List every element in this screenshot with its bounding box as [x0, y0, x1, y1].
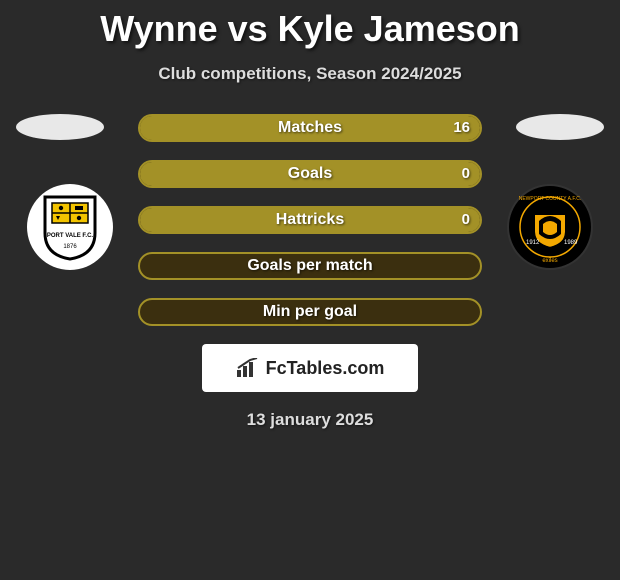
bar-value-right: 0: [462, 162, 470, 186]
stat-bars: Matches 16 Goals 0 Hattricks 0 Goals per match…: [138, 114, 482, 326]
stat-bar-goals-per-match: Goals per match: [138, 252, 482, 280]
bar-value-right: 16: [453, 116, 470, 140]
team-badge-left: PORT VALE F.C. 1876: [27, 184, 113, 270]
bar-label: Goals per match: [247, 257, 372, 274]
team-badge-right: NEWPORT COUNTY A.F.C. 1912 1989 exiles: [507, 184, 593, 270]
player-left-marker: [16, 114, 104, 140]
watermark: FcTables.com: [202, 344, 418, 392]
player-right-marker: [516, 114, 604, 140]
bar-label: Goals: [288, 165, 332, 182]
port-vale-crest-icon: PORT VALE F.C. 1876: [40, 193, 100, 261]
chart-icon: [236, 358, 260, 378]
bar-label: Matches: [278, 119, 342, 136]
svg-text:exiles: exiles: [542, 258, 557, 264]
stat-bar-matches: Matches 16: [138, 114, 482, 142]
subtitle: Club competitions, Season 2024/2025: [0, 64, 620, 84]
svg-text:1912: 1912: [526, 240, 540, 246]
stat-bar-hattricks: Hattricks 0: [138, 206, 482, 234]
bar-value-right: 0: [462, 208, 470, 232]
stat-bar-goals: Goals 0: [138, 160, 482, 188]
svg-text:PORT VALE F.C.: PORT VALE F.C.: [47, 233, 94, 239]
stat-bar-min-per-goal: Min per goal: [138, 298, 482, 326]
newport-county-crest-icon: NEWPORT COUNTY A.F.C. 1912 1989 exiles: [509, 186, 591, 268]
svg-text:1989: 1989: [564, 240, 578, 246]
svg-text:NEWPORT COUNTY A.F.C.: NEWPORT COUNTY A.F.C.: [519, 196, 582, 202]
bar-fill-left: [140, 162, 310, 186]
date-text: 13 january 2025: [0, 410, 620, 430]
watermark-text: FcTables.com: [266, 358, 385, 379]
comparison-stage: PORT VALE F.C. 1876 NEWPORT COUNTY A.F.C…: [0, 114, 620, 326]
bar-label: Hattricks: [276, 211, 344, 228]
bar-label: Min per goal: [263, 303, 357, 320]
bar-fill-right: [310, 162, 480, 186]
svg-text:1876: 1876: [63, 244, 77, 250]
page-title: Wynne vs Kyle Jameson: [0, 0, 620, 50]
